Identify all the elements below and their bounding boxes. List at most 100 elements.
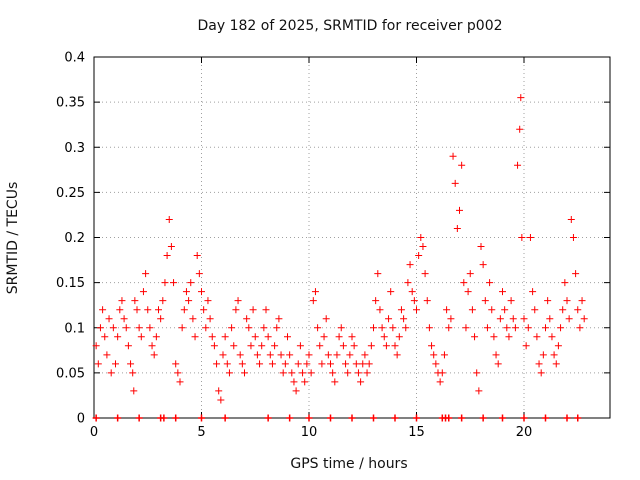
data-point — [307, 369, 315, 377]
data-point — [109, 324, 117, 332]
data-point — [542, 324, 549, 332]
data-point — [473, 369, 481, 377]
x-tick-label: 15 — [408, 425, 425, 440]
data-point — [572, 270, 580, 278]
data-point — [131, 297, 139, 305]
data-point — [320, 333, 328, 341]
data-point — [129, 369, 137, 377]
data-point — [185, 297, 193, 305]
data-point — [271, 342, 279, 350]
data-point — [475, 387, 483, 395]
data-point — [546, 315, 554, 323]
data-point — [290, 378, 298, 386]
data-point — [275, 315, 283, 323]
data-point — [99, 306, 107, 314]
data-point — [554, 342, 562, 350]
data-point — [417, 234, 425, 241]
data-point — [357, 378, 365, 386]
data-point — [202, 324, 210, 332]
data-point — [479, 261, 487, 269]
data-point — [329, 369, 337, 377]
data-point — [268, 360, 276, 368]
data-point — [238, 360, 246, 368]
data-point — [299, 369, 307, 377]
data-point — [191, 333, 199, 341]
data-point — [144, 306, 152, 314]
data-point — [225, 369, 233, 377]
data-point — [453, 224, 461, 232]
data-point — [292, 387, 300, 395]
data-point — [322, 315, 330, 323]
data-point — [286, 351, 294, 359]
data-point — [462, 324, 470, 332]
data-point — [535, 360, 543, 368]
data-point — [378, 324, 386, 332]
data-point — [112, 360, 119, 368]
data-point — [354, 369, 362, 377]
data-point — [443, 306, 451, 314]
data-point — [488, 306, 496, 314]
data-point — [223, 360, 231, 368]
data-point — [161, 279, 169, 287]
data-point — [569, 234, 577, 241]
data-point — [346, 351, 354, 359]
data-point — [170, 279, 178, 287]
y-tick-label: 0.25 — [56, 186, 85, 201]
zero-point — [563, 414, 571, 422]
data-point — [324, 351, 332, 359]
data-point — [363, 369, 371, 377]
data-point — [395, 333, 403, 341]
data-point — [397, 306, 405, 314]
data-point — [165, 215, 173, 223]
data-point — [408, 288, 416, 296]
data-point — [193, 252, 201, 260]
zero-point — [135, 414, 143, 422]
data-point — [335, 333, 343, 341]
zero-point — [198, 414, 205, 422]
data-point — [350, 342, 358, 350]
data-point — [281, 360, 289, 368]
data-point — [518, 234, 526, 241]
data-point — [318, 360, 326, 368]
data-point — [370, 324, 377, 332]
data-point — [440, 351, 448, 359]
data-point — [432, 360, 440, 368]
data-point — [176, 378, 184, 386]
data-point — [423, 297, 431, 305]
data-point — [107, 369, 115, 377]
data-point — [509, 315, 517, 323]
data-point — [288, 369, 296, 377]
data-point — [241, 369, 248, 377]
data-point — [236, 351, 244, 359]
y-tick-label: 0.1 — [64, 321, 85, 336]
data-point — [230, 342, 238, 350]
data-point — [195, 270, 203, 278]
data-point — [367, 342, 375, 350]
data-point — [116, 306, 124, 314]
data-point — [352, 360, 360, 368]
data-point — [496, 315, 504, 323]
x-axis-label: GPS time / hours — [290, 456, 408, 472]
y-tick-label: 0 — [77, 412, 85, 427]
zero-point — [221, 414, 229, 422]
data-point — [565, 315, 573, 323]
data-point — [155, 306, 162, 314]
data-point — [561, 279, 569, 287]
data-point — [576, 324, 584, 332]
data-point — [374, 270, 382, 278]
data-point — [284, 333, 291, 341]
data-point — [402, 324, 410, 332]
data-point — [167, 243, 175, 251]
data-point — [339, 342, 347, 350]
data-point — [247, 342, 255, 350]
data-point — [492, 351, 500, 359]
data-point — [249, 306, 257, 314]
zero-point — [160, 414, 168, 422]
data-point — [122, 324, 130, 332]
data-point — [150, 351, 158, 359]
data-point — [206, 315, 214, 323]
data-point — [361, 351, 369, 359]
data-point — [245, 324, 253, 332]
data-point — [256, 360, 264, 368]
zero-point — [327, 414, 334, 422]
